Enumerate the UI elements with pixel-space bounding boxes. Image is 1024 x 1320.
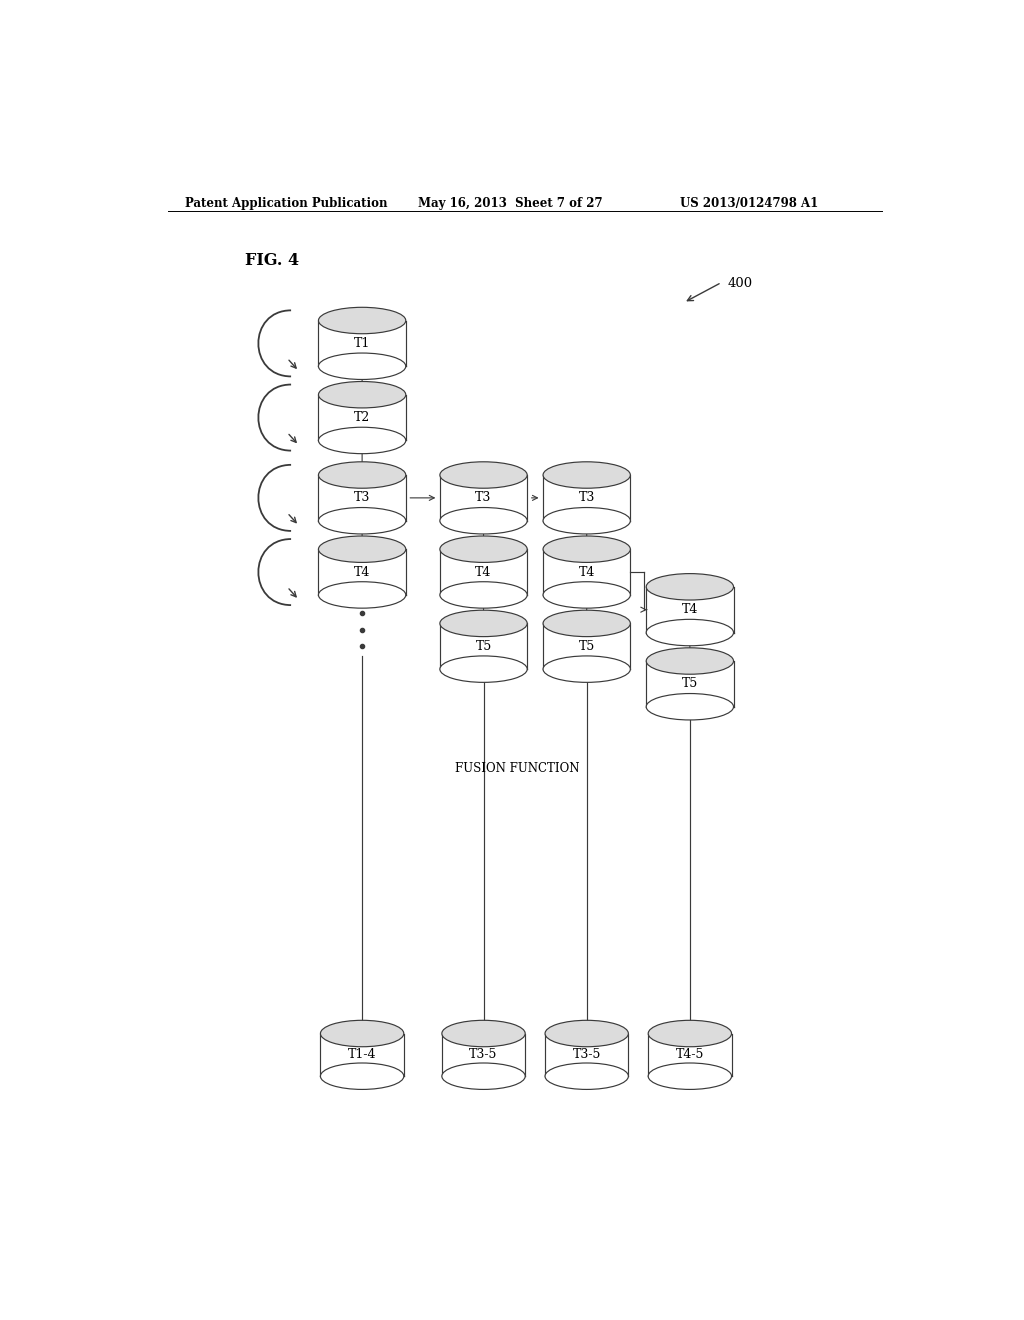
Text: T5: T5 <box>475 640 492 653</box>
Ellipse shape <box>543 610 631 636</box>
Polygon shape <box>321 1034 403 1076</box>
Ellipse shape <box>442 1063 525 1089</box>
Polygon shape <box>646 661 733 706</box>
Text: T4-5: T4-5 <box>676 1048 705 1061</box>
Polygon shape <box>318 475 406 521</box>
Ellipse shape <box>646 619 733 645</box>
Polygon shape <box>440 623 527 669</box>
Ellipse shape <box>545 1063 629 1089</box>
Text: T3: T3 <box>475 491 492 504</box>
Ellipse shape <box>646 574 733 601</box>
Ellipse shape <box>646 693 733 719</box>
Polygon shape <box>543 623 631 669</box>
Ellipse shape <box>543 582 631 609</box>
Ellipse shape <box>318 352 406 379</box>
Text: T1: T1 <box>354 337 371 350</box>
Ellipse shape <box>543 656 631 682</box>
Ellipse shape <box>321 1063 403 1089</box>
Ellipse shape <box>318 582 406 609</box>
Ellipse shape <box>646 648 733 675</box>
Text: T5: T5 <box>682 677 698 690</box>
Ellipse shape <box>318 381 406 408</box>
Polygon shape <box>545 1034 629 1076</box>
Ellipse shape <box>440 462 527 488</box>
Polygon shape <box>648 1034 731 1076</box>
Ellipse shape <box>318 308 406 334</box>
Text: T3-5: T3-5 <box>469 1048 498 1061</box>
Text: T5: T5 <box>579 640 595 653</box>
Ellipse shape <box>648 1020 731 1047</box>
Ellipse shape <box>318 536 406 562</box>
Ellipse shape <box>543 536 631 562</box>
Polygon shape <box>318 549 406 595</box>
Ellipse shape <box>440 536 527 562</box>
Text: FUSION FUNCTION: FUSION FUNCTION <box>455 762 580 775</box>
Text: T4: T4 <box>354 565 371 578</box>
Polygon shape <box>543 475 631 521</box>
Text: T3: T3 <box>579 491 595 504</box>
Polygon shape <box>318 395 406 441</box>
Ellipse shape <box>318 462 406 488</box>
Polygon shape <box>318 321 406 366</box>
Polygon shape <box>646 587 733 632</box>
Ellipse shape <box>543 462 631 488</box>
Text: T3-5: T3-5 <box>572 1048 601 1061</box>
Ellipse shape <box>440 507 527 535</box>
Text: US 2013/0124798 A1: US 2013/0124798 A1 <box>680 197 818 210</box>
Ellipse shape <box>440 582 527 609</box>
Ellipse shape <box>545 1020 629 1047</box>
Text: Patent Application Publication: Patent Application Publication <box>185 197 388 210</box>
Text: T3: T3 <box>354 491 371 504</box>
Ellipse shape <box>543 507 631 535</box>
Ellipse shape <box>440 656 527 682</box>
Polygon shape <box>440 549 527 595</box>
Ellipse shape <box>440 610 527 636</box>
Text: T4: T4 <box>682 603 698 616</box>
Ellipse shape <box>648 1063 731 1089</box>
Text: May 16, 2013  Sheet 7 of 27: May 16, 2013 Sheet 7 of 27 <box>418 197 602 210</box>
Text: T2: T2 <box>354 411 371 424</box>
Ellipse shape <box>321 1020 403 1047</box>
Text: 400: 400 <box>727 277 753 290</box>
Polygon shape <box>440 475 527 521</box>
Polygon shape <box>442 1034 525 1076</box>
Text: T4: T4 <box>579 565 595 578</box>
Text: T1-4: T1-4 <box>348 1048 377 1061</box>
Text: T4: T4 <box>475 565 492 578</box>
Polygon shape <box>543 549 631 595</box>
Ellipse shape <box>318 507 406 535</box>
Ellipse shape <box>442 1020 525 1047</box>
Ellipse shape <box>318 428 406 454</box>
Text: FIG. 4: FIG. 4 <box>246 252 300 269</box>
